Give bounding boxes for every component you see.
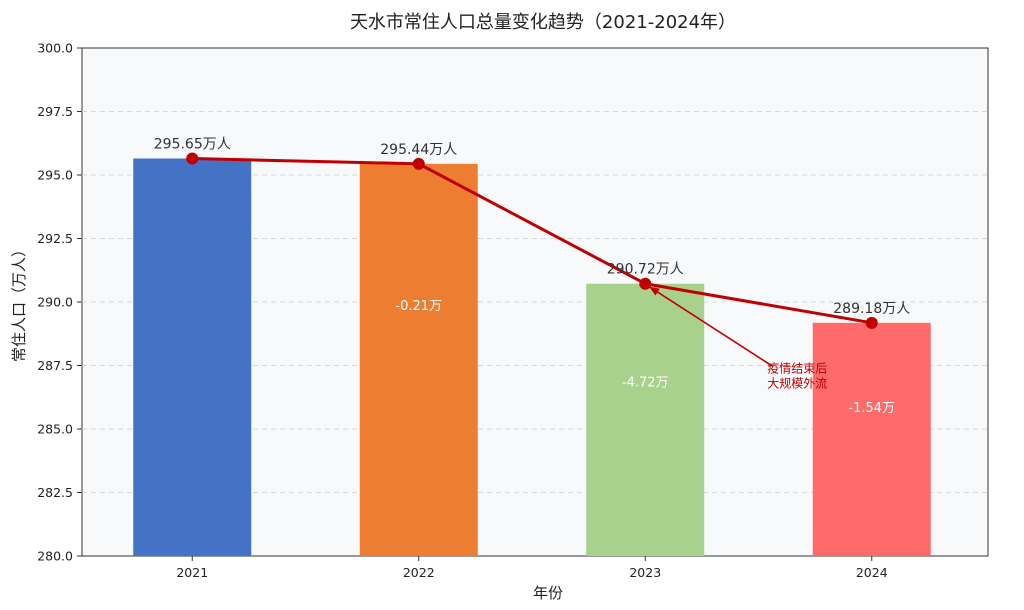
x-tick-label: 2024: [856, 565, 888, 580]
x-tick-label: 2021: [176, 565, 208, 580]
value-label-2024: 289.18万人: [833, 301, 910, 317]
change-label-2024: -1.54万: [848, 401, 895, 416]
y-tick-label: 282.5: [37, 485, 73, 500]
data-labels: -0.21万 -4.72万 -1.54万 295.65万人 295.44万人 290.72…: [154, 136, 911, 415]
x-tick-label: 2022: [403, 565, 435, 580]
trend-point-2023: [639, 277, 652, 290]
y-tick-label: 295.0: [37, 168, 73, 183]
x-tick-label: 2023: [629, 565, 661, 580]
trend-point-2024: [865, 316, 878, 329]
grid-lines: [82, 111, 988, 493]
bar-2023: [586, 283, 705, 556]
bars: [133, 158, 931, 557]
change-label-2022: -0.21万: [395, 299, 442, 314]
value-label-2023: 290.72万人: [607, 262, 684, 278]
annotation-arrowhead: [649, 286, 660, 296]
trend-line: [192, 156, 873, 325]
value-label-2022: 295.44万人: [380, 142, 457, 158]
trend-line-group: [186, 152, 878, 329]
y-tick-label: 285.0: [37, 422, 73, 437]
trend-point-2021: [186, 152, 199, 165]
y-tick-label: 292.5: [37, 231, 73, 246]
x-axis-label: 年份: [533, 584, 563, 602]
trend-point-2022: [412, 157, 425, 170]
annotation-arrow: [648, 286, 774, 368]
y-tick-label: 297.5: [37, 104, 73, 119]
y-tick-label: 290.0: [37, 295, 73, 310]
value-label-2021: 295.65万人: [154, 136, 231, 152]
y-tick-label: 300.0: [37, 41, 73, 56]
change-label-2023: -4.72万: [622, 376, 669, 391]
annotation-text-line: 大规模外流: [767, 376, 827, 391]
y-tick-label: 280.0: [37, 549, 73, 564]
bar-2022: [359, 163, 478, 556]
axes: 280.0 282.5 285.0 287.5 290.0 292.5 295.0 297.5…: [37, 41, 887, 581]
bar-2024: [812, 322, 931, 556]
bar-2021: [133, 158, 252, 557]
chart-title: 天水市常住人口总量变化趋势（2021-2024年）: [350, 12, 736, 33]
y-axis-label: 常住人口（万人）: [10, 242, 28, 362]
annotation-text-line: 疫情结束后: [767, 361, 827, 376]
y-tick-label: 287.5: [37, 358, 73, 373]
